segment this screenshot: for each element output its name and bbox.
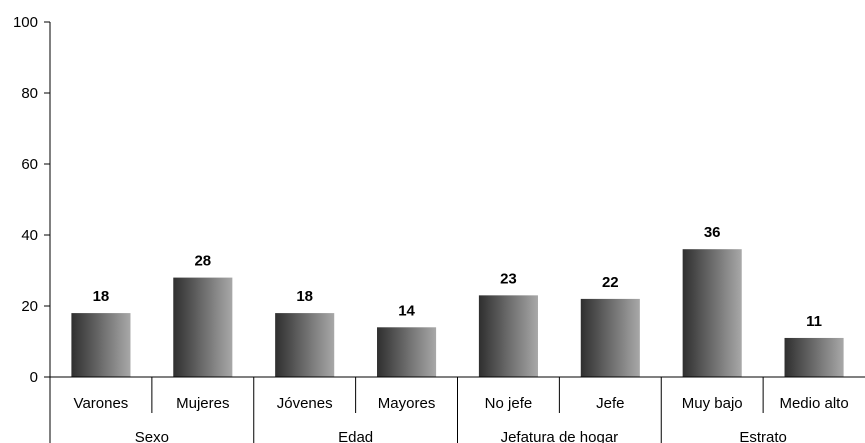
category-label-3: Mayores [378,395,436,412]
data-label-7: 11 [806,313,822,330]
y-tick-label: 0 [30,369,38,386]
group-label-0: Sexo [135,429,169,443]
category-label-4: No jefe [485,395,533,412]
data-label-5: 22 [602,274,619,291]
bar-7 [784,337,844,377]
bar-5 [580,298,640,377]
data-label-1: 28 [194,253,211,270]
category-label-1: Mujeres [176,395,229,412]
bar-1 [173,277,233,377]
data-label-4: 23 [500,270,517,287]
y-tick-label: 40 [21,227,38,244]
data-label-0: 18 [93,288,110,305]
category-label-2: Jóvenes [277,395,333,412]
group-label-2: Jefatura de hogar [501,429,619,443]
group-label-1: Edad [338,429,373,443]
bar-4 [478,295,538,377]
category-label-7: Medio alto [779,395,848,412]
y-tick-label: 60 [21,156,38,173]
bar-6 [682,249,742,377]
group-label-3: Estrato [739,429,787,443]
y-tick-label: 100 [13,14,38,31]
bar-2 [275,313,335,377]
y-tick-label: 80 [21,85,38,102]
category-label-0: Varones [74,395,129,412]
data-label-3: 14 [398,302,415,319]
data-label-6: 36 [704,224,721,241]
bar-3 [377,327,437,377]
data-label-2: 18 [296,288,313,305]
category-label-5: Jefe [596,395,624,412]
category-label-6: Muy bajo [682,395,743,412]
bars: 18 28 18 14 23 22 36 11 [71,224,844,377]
bar-0 [71,313,131,377]
y-tick-label: 20 [21,298,38,315]
x-axis: Varones Mujeres Jóvenes Mayores No jefe Jefe M… [50,376,865,443]
y-axis: 0 20 40 60 80 100 [13,14,51,443]
